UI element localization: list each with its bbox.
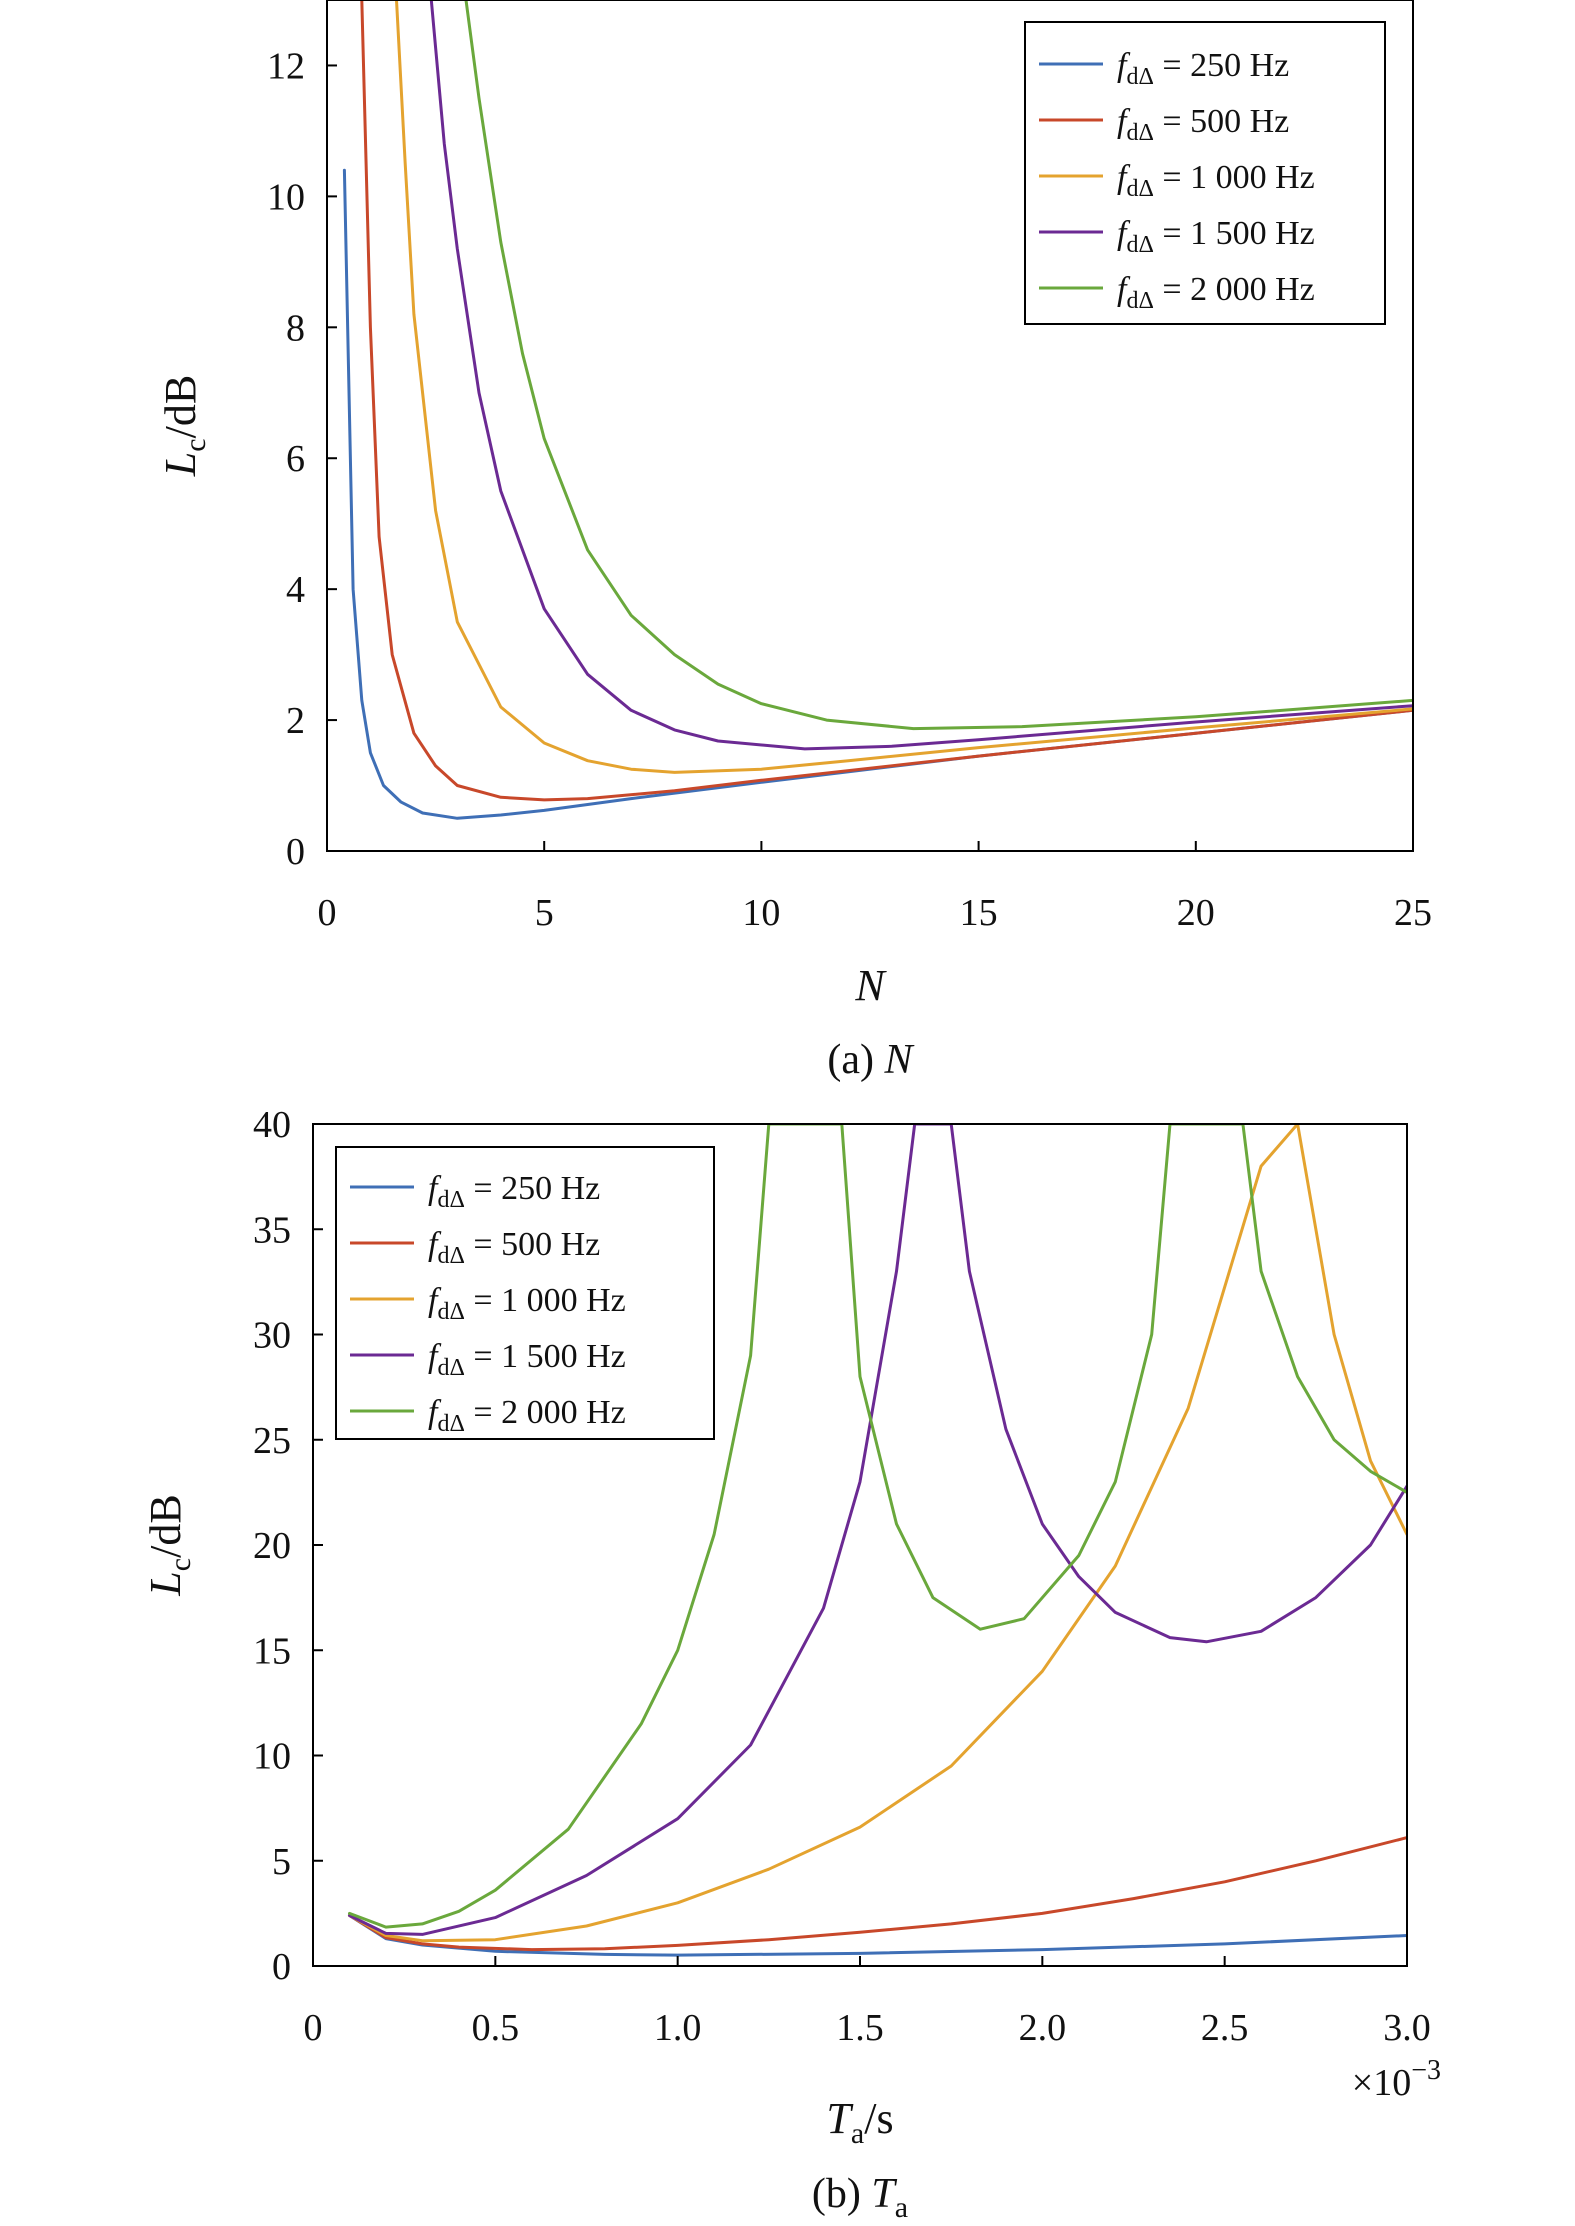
series-group: [342, 0, 1413, 820]
y-tick-label: 30: [253, 1315, 291, 1357]
x-tick-label: 5: [535, 892, 554, 934]
series-line-3: [429, 0, 1413, 751]
y-tick-label: 5: [272, 1841, 291, 1883]
x-tick-label: 20: [1177, 892, 1215, 934]
legend: fdΔ = 250 Hz fdΔ = 500 Hz fdΔ = 1 000 Hz fd…: [1024, 21, 1386, 325]
y-tick-label: 40: [253, 1104, 291, 1146]
x-axis-title: N: [854, 961, 887, 1010]
x-tick-label: 1.5: [836, 2007, 884, 2049]
caption: (a) N: [827, 1037, 914, 1083]
y-axis-title: Lc/dB: [141, 1494, 197, 1596]
x-tick-label: 2.0: [1019, 2007, 1067, 2049]
series-line-4: [464, 0, 1413, 731]
series-line-2: [395, 0, 1413, 774]
legend-label: fdΔ = 1 500 Hz: [428, 1338, 626, 1381]
series-line-3: [348, 1124, 1407, 1936]
series-line-1: [360, 0, 1413, 802]
y-tick-label: 8: [286, 307, 305, 349]
series-group: [348, 1124, 1407, 1957]
y-tick-label: 12: [267, 45, 305, 87]
y-tick-label: 0: [272, 1946, 291, 1988]
y-tick-label: 10: [267, 176, 305, 218]
legend-label: fdΔ = 500 Hz: [1117, 103, 1289, 146]
chart-b: 0 0.5 1.0 1.5 2.0 2.5 3.0 0 5 10 15 20 25 30 35 40 Ta/s L…: [141, 1104, 1441, 2224]
series-line-2: [348, 1124, 1407, 1943]
x-tick-label: 1.0: [654, 2007, 702, 2049]
y-tick-label: 2: [286, 700, 305, 742]
x-tick-label: 2.5: [1201, 2007, 1249, 2049]
y-tick-label: 25: [253, 1420, 291, 1462]
y-tick-label: 15: [253, 1630, 291, 1672]
x-tick-label: 0: [304, 2007, 323, 2049]
y-tick-label: 20: [253, 1525, 291, 1567]
legend-label: fdΔ = 1 000 Hz: [1117, 159, 1315, 202]
y-tick-label: 0: [286, 831, 305, 873]
x-multiplier: ×10−3: [1352, 2055, 1441, 2104]
x-tick-label: 0: [318, 892, 337, 934]
x-tick-label: 0.5: [472, 2007, 520, 2049]
legend-box: [335, 1146, 715, 1440]
x-axis-title: Ta/s: [826, 2094, 893, 2150]
legend-label: fdΔ = 1 500 Hz: [1117, 215, 1315, 258]
x-tick-label: 10: [742, 892, 780, 934]
y-axis-title: Lc/dB: [156, 375, 212, 477]
y-tick-label: 6: [286, 438, 305, 480]
legend-label: fdΔ = 2 000 Hz: [428, 1394, 626, 1437]
plot-frame: [326, 0, 1414, 852]
y-tick-label: 35: [253, 1209, 291, 1251]
legend-label: fdΔ = 500 Hz: [428, 1226, 600, 1269]
chart-a: 0 5 10 15 20 25 0 2 4 6 8 10 12 N Lc/dB (a) N fdΔ = 250 …: [156, 0, 1432, 1083]
x-tick-label: 15: [960, 892, 998, 934]
y-tick-label: 10: [253, 1736, 291, 1778]
x-tick-label: 25: [1394, 892, 1432, 934]
series-line-1: [348, 1836, 1407, 1952]
x-tick-label: 3.0: [1383, 2007, 1431, 2049]
legend-box: [1024, 21, 1386, 325]
caption: (b) Ta: [812, 2171, 908, 2224]
legend-label: fdΔ = 250 Hz: [1117, 47, 1289, 90]
legend-label: fdΔ = 2 000 Hz: [1117, 271, 1315, 314]
series-line-4: [348, 1124, 1407, 1929]
y-tick-label: 4: [286, 569, 305, 611]
